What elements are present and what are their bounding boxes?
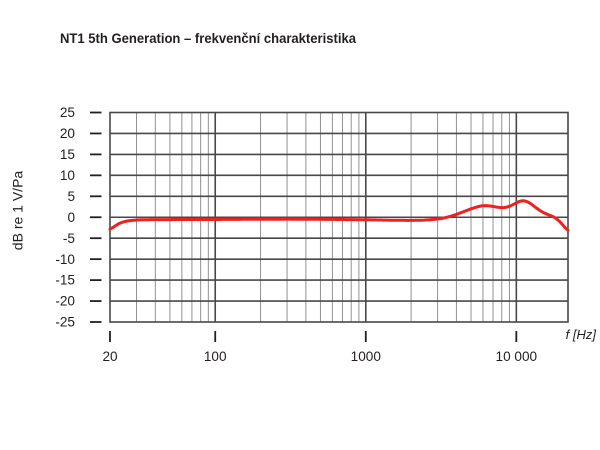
svg-text:-25: -25 (55, 315, 75, 330)
svg-text:NT1 5th Generation – frekvenčn: NT1 5th Generation – frekvenční charakte… (60, 31, 356, 46)
svg-text:-20: -20 (55, 294, 75, 309)
svg-text:100: 100 (204, 349, 227, 364)
svg-text:-10: -10 (55, 252, 75, 267)
svg-text:f [Hz]: f [Hz] (566, 327, 597, 342)
svg-text:15: 15 (60, 147, 75, 162)
svg-text:0: 0 (67, 210, 75, 225)
svg-text:10 000: 10 000 (496, 349, 538, 364)
svg-text:-5: -5 (63, 231, 75, 246)
svg-text:25: 25 (60, 105, 75, 120)
svg-text:1000: 1000 (351, 349, 382, 364)
svg-text:dB re 1 V/Pa: dB re 1 V/Pa (10, 171, 26, 251)
svg-text:20: 20 (60, 126, 76, 141)
svg-text:-15: -15 (55, 273, 75, 288)
svg-text:5: 5 (67, 189, 75, 204)
svg-text:10: 10 (60, 168, 76, 183)
svg-text:20: 20 (102, 349, 118, 364)
